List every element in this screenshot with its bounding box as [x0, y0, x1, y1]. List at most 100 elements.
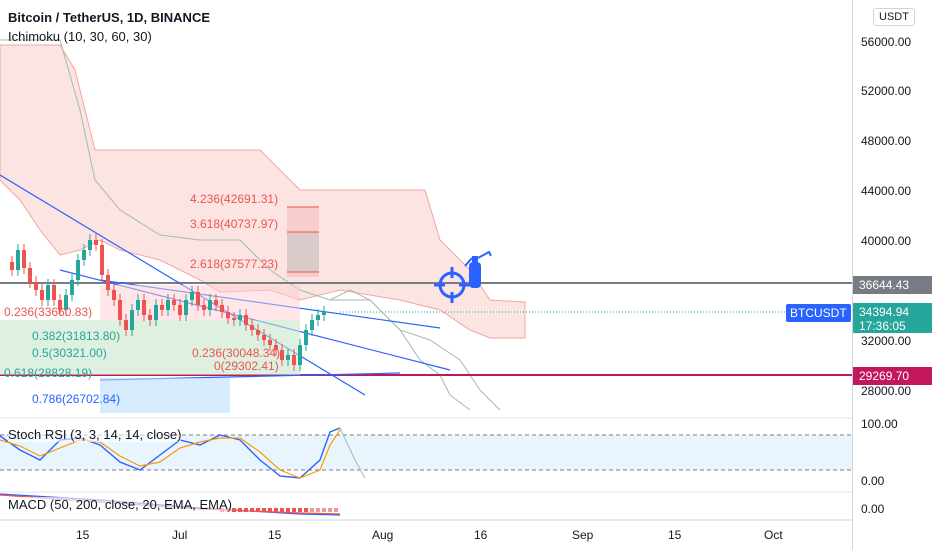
crosshair-target-icon[interactable]	[434, 267, 470, 303]
macd-label[interactable]: MACD (50, 200, close, 20, EMA, EMA)	[8, 497, 232, 512]
candle	[232, 318, 236, 320]
candle	[298, 345, 302, 365]
candle	[292, 355, 296, 365]
fib-ext-label: 2.618(37577.23)	[190, 257, 278, 271]
x-tick: Sep	[572, 528, 594, 542]
candle	[106, 275, 110, 290]
fib-ext-label: 3.618(40737.97)	[190, 217, 278, 231]
candle	[226, 312, 230, 318]
fib-label: 0.236(33660.83)	[4, 305, 92, 319]
candle	[124, 320, 128, 330]
candle	[196, 292, 200, 305]
candle	[82, 250, 86, 260]
macd-bar	[286, 508, 290, 512]
stoch-projection	[339, 427, 366, 479]
candle	[310, 320, 314, 330]
current-price-tag: 34394.94 17:36:05	[853, 303, 932, 333]
candle	[154, 305, 158, 320]
candle	[286, 355, 290, 360]
candle	[274, 345, 278, 350]
candle	[28, 268, 32, 282]
candle-countdown: 17:36:05	[859, 319, 906, 333]
indicator-label[interactable]: Ichimoku (10, 30, 60, 30)	[8, 29, 152, 44]
candle	[280, 350, 284, 360]
candle	[46, 285, 50, 300]
stoch-tick: 100.00	[861, 417, 898, 431]
fib-label: 0.236(30048.34)	[192, 346, 280, 360]
ichimoku-lagging-span	[0, 39, 471, 411]
macd-bar	[238, 508, 242, 512]
candle	[148, 315, 152, 320]
x-tick: Oct	[764, 528, 783, 542]
macd-bar	[244, 508, 248, 512]
support-price-tag: 29269.70	[853, 367, 932, 385]
currency-button[interactable]: USDT	[873, 8, 915, 26]
macd-bar	[310, 508, 314, 512]
candle	[304, 330, 308, 345]
candle	[214, 300, 218, 305]
candle	[220, 305, 224, 312]
candle	[22, 250, 26, 268]
x-tick: 15	[76, 528, 90, 542]
candle	[58, 300, 62, 310]
x-tick: Aug	[372, 528, 394, 542]
price-tick: 52000.00	[861, 84, 912, 98]
x-tick: 16	[474, 528, 488, 542]
candle	[130, 310, 134, 330]
macd-bar	[334, 508, 338, 512]
fib-label: 0.5(30321.00)	[32, 346, 107, 360]
symbol-tag: BTCUSDT	[786, 304, 851, 322]
fib-label: 0.618(28828.19)	[4, 366, 92, 380]
price-chart[interactable]: 4.236(42691.31) 3.618(40737.97) 2.618(37…	[0, 0, 852, 550]
macd-bar	[256, 508, 260, 512]
macd-bar	[304, 508, 308, 512]
candle	[112, 290, 116, 300]
price-tick: 48000.00	[861, 134, 912, 148]
fib-label: 0(29302.41)	[214, 359, 279, 373]
candle	[76, 260, 80, 280]
candle	[100, 245, 104, 275]
candle	[34, 282, 38, 290]
chart-area[interactable]: 4.236(42691.31) 3.618(40737.97) 2.618(37…	[0, 0, 852, 550]
macd-tick: 0.00	[861, 502, 885, 516]
candle	[202, 305, 206, 310]
candle	[208, 300, 212, 310]
fib-zone-blue	[100, 378, 230, 413]
candle	[16, 250, 20, 270]
candle	[244, 315, 248, 325]
candle	[184, 300, 188, 315]
candle	[118, 300, 122, 320]
macd-bar	[268, 508, 272, 512]
price-tick: 40000.00	[861, 234, 912, 248]
stoch-tick: 0.00	[861, 474, 885, 488]
candle	[250, 325, 254, 330]
macd-bar	[328, 508, 332, 512]
chart-title: Bitcoin / TetherUS, 1D, BINANCE	[8, 10, 211, 25]
candle	[52, 285, 56, 300]
candle	[10, 262, 14, 270]
x-tick: 15	[268, 528, 282, 542]
fib-label: 0.786(26702.84)	[32, 392, 120, 406]
macd-bar	[292, 508, 296, 512]
fib-ext-box-2	[287, 232, 319, 272]
macd-bar	[262, 508, 266, 512]
candle	[316, 315, 320, 320]
price-scale[interactable]: USDT 56000.00 52000.00 48000.00 44000.00…	[852, 0, 932, 550]
candle	[166, 300, 170, 310]
candle	[238, 315, 242, 320]
candle	[64, 295, 68, 310]
candle	[178, 305, 182, 315]
price-tick: 56000.00	[861, 35, 912, 49]
candle	[322, 312, 326, 315]
macd-bar	[232, 508, 236, 512]
stoch-rsi-label[interactable]: Stoch RSI (3, 3, 14, 14, close)	[8, 427, 182, 442]
price-tick: 32000.00	[861, 334, 912, 348]
price-tick: 44000.00	[861, 184, 912, 198]
price-tick: 28000.00	[861, 384, 912, 398]
fire-extinguisher-icon[interactable]	[464, 250, 492, 288]
fib-ext-label: 4.236(42691.31)	[190, 192, 278, 206]
candle	[94, 240, 98, 245]
macd-bar	[298, 508, 302, 512]
candle	[40, 290, 44, 300]
stoch-d-line	[0, 429, 341, 479]
